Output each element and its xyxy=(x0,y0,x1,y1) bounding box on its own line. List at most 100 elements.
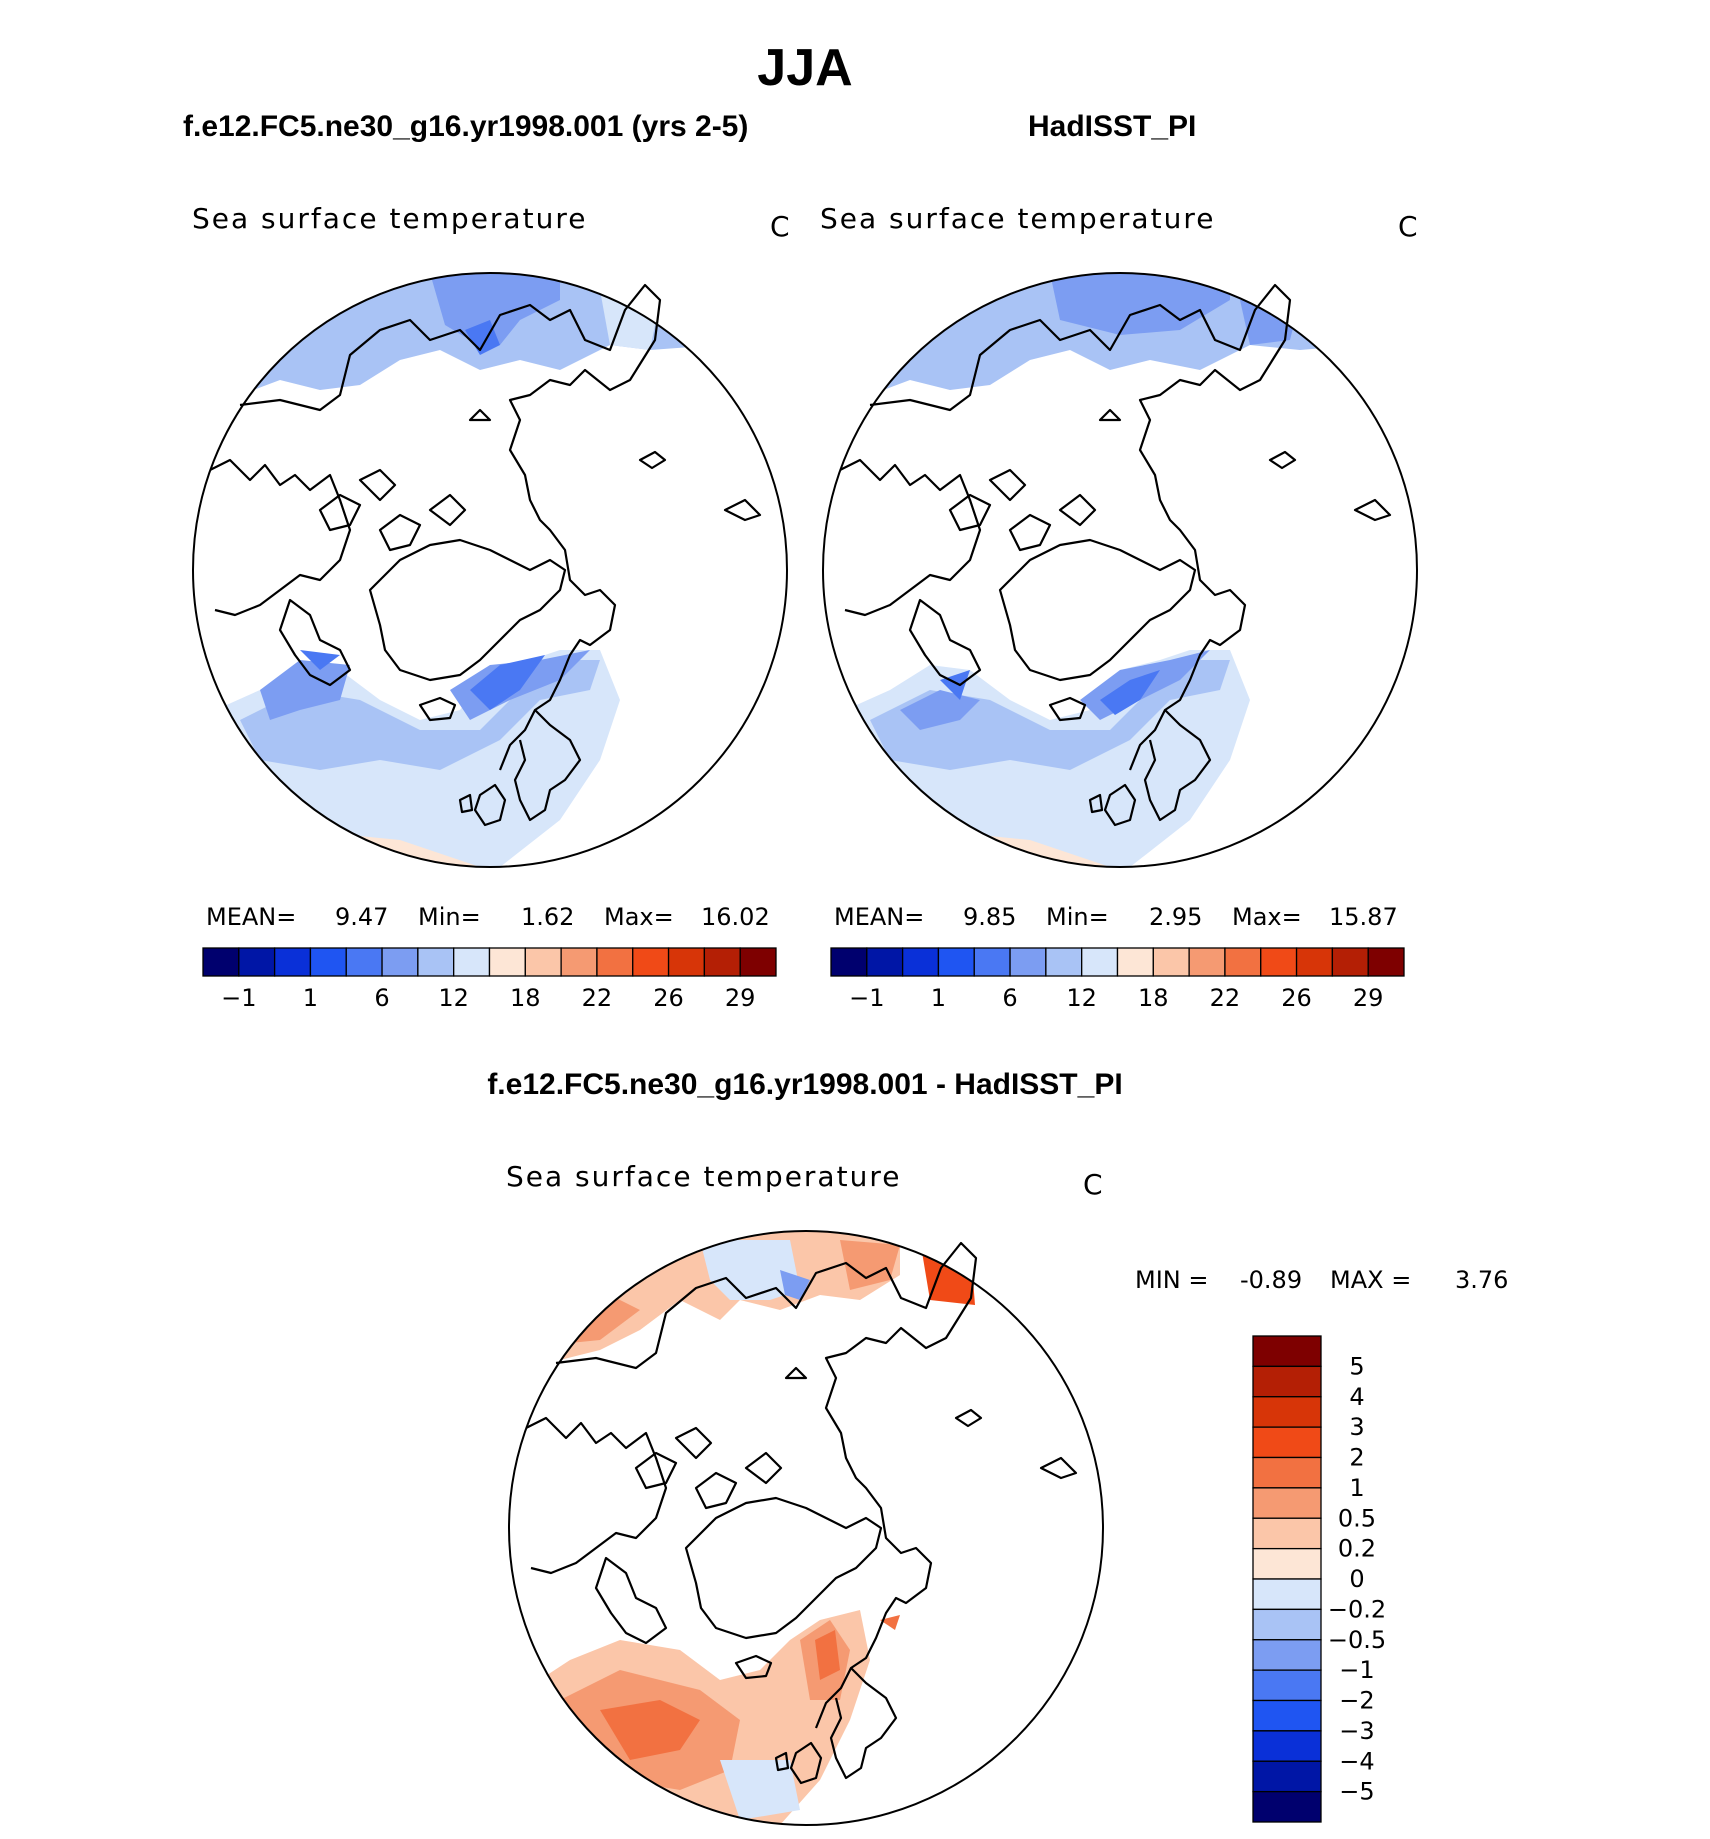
colorbar-swatch xyxy=(1252,1456,1322,1489)
colorbar-tick-label: 6 xyxy=(1002,984,1017,1012)
colorbar-swatch xyxy=(202,947,240,977)
difference-title: f.e12.FC5.ne30_g16.yr1998.001 - HadISST_… xyxy=(487,1068,1123,1101)
colorbar-swatch xyxy=(1252,1517,1322,1550)
colorbar-swatch xyxy=(1252,1699,1322,1732)
mean-value-observed: 9.85 xyxy=(963,903,1017,931)
min-label-observed: Min= xyxy=(1046,903,1109,931)
colorbar-tick-label: 1 xyxy=(1349,1474,1364,1502)
colorbar-tick-label: 0.2 xyxy=(1338,1535,1376,1563)
max-label-observed: Max= xyxy=(1232,903,1302,931)
mean-label-observed: MEAN= xyxy=(834,903,925,931)
min-label-model: Min= xyxy=(418,903,481,931)
colorbar-swatch xyxy=(1252,1790,1322,1823)
colorbar-swatch xyxy=(345,947,383,977)
colorbar-swatch xyxy=(1009,947,1047,977)
colorbar-swatch xyxy=(238,947,276,977)
colorbar-swatch xyxy=(1152,947,1190,977)
colorbar-tick-label: 29 xyxy=(1353,984,1384,1012)
colorbar-swatch xyxy=(901,947,940,977)
colorbar-swatch xyxy=(937,947,975,977)
colorbar-tick-label: 22 xyxy=(1210,984,1241,1012)
colorbar-swatch xyxy=(1252,1396,1322,1428)
units-label-difference: C xyxy=(1083,1168,1103,1201)
colorbar-swatch xyxy=(560,947,598,977)
min-value-model: 1.62 xyxy=(521,903,575,931)
units-label-model: C xyxy=(770,210,790,243)
colorbar-model: −1 1 6 12 18 22 26 29 xyxy=(202,947,777,1012)
page-title: JJA xyxy=(757,39,853,97)
colorbar-swatch xyxy=(632,947,670,977)
max-value-observed: 15.87 xyxy=(1329,903,1398,931)
colorbar-swatch xyxy=(1252,1639,1322,1671)
colorbar-swatch xyxy=(1252,1730,1322,1762)
colorbar-tick-label: −0.2 xyxy=(1328,1595,1386,1623)
max-value-model: 16.02 xyxy=(701,903,770,931)
colorbar-tick-label: 0 xyxy=(1349,1565,1364,1593)
colorbar-swatch xyxy=(1252,1426,1322,1459)
colorbar-swatch xyxy=(453,947,491,977)
colorbar-tick-label: −1 xyxy=(849,984,884,1012)
max-value-difference: 3.76 xyxy=(1455,1266,1509,1294)
colorbar-tick-label: 5 xyxy=(1349,1352,1364,1380)
colorbar-swatch xyxy=(1252,1487,1322,1519)
colorbar-swatch xyxy=(596,947,634,977)
colorbar-swatch xyxy=(1116,947,1154,977)
colorbar-tick-label: 4 xyxy=(1349,1383,1364,1411)
colorbar-tick-label: 26 xyxy=(1281,984,1312,1012)
colorbar-swatch xyxy=(1252,1608,1322,1641)
colorbar-tick-label: 0.5 xyxy=(1338,1504,1376,1532)
colorbar-swatch xyxy=(1252,1760,1322,1793)
colorbar-tick-label: 12 xyxy=(1066,984,1097,1012)
colorbar-swatch xyxy=(866,947,904,977)
colorbar-tick-label: 2 xyxy=(1349,1444,1364,1472)
colorbar-swatch xyxy=(1252,1365,1322,1398)
colorbar-swatch xyxy=(830,947,868,977)
variable-label-model: Sea surface temperature xyxy=(192,202,588,235)
max-label-difference: MAX = xyxy=(1330,1266,1412,1294)
colorbar-tick-label: 6 xyxy=(374,984,389,1012)
mean-value-model: 9.47 xyxy=(335,903,389,931)
min-label-difference: MIN = xyxy=(1135,1266,1209,1294)
colorbar-swatch xyxy=(309,947,347,977)
colorbar-swatch xyxy=(417,947,455,977)
colorbar-swatch xyxy=(739,947,777,977)
colorbar-tick-label: −3 xyxy=(1339,1717,1374,1745)
colorbar-swatch xyxy=(1331,947,1369,977)
colorbar-swatch xyxy=(488,947,526,977)
mean-label-model: MEAN= xyxy=(206,903,297,931)
min-value-difference: -0.89 xyxy=(1240,1266,1303,1294)
units-label-observed: C xyxy=(1398,210,1418,243)
colorbar-swatch xyxy=(273,947,312,977)
colorbar-observed: −1 1 6 12 18 22 26 29 xyxy=(830,947,1405,1012)
colorbar-tick-label: 26 xyxy=(653,984,684,1012)
colorbar-tick-label: −0.5 xyxy=(1328,1626,1386,1654)
colorbar-swatch xyxy=(1081,947,1119,977)
map-panel-observed xyxy=(822,272,1418,868)
colorbar-tick-label: 3 xyxy=(1349,1413,1364,1441)
colorbar-swatch xyxy=(1224,947,1262,977)
colorbar-tick-label: 18 xyxy=(1138,984,1169,1012)
colorbar-tick-label: 12 xyxy=(438,984,469,1012)
colorbar-swatch xyxy=(1252,1335,1322,1368)
colorbar-tick-label: 1 xyxy=(931,984,946,1012)
colorbar-tick-label: −1 xyxy=(221,984,256,1012)
colorbar-tick-label: 18 xyxy=(510,984,541,1012)
colorbar-swatch xyxy=(973,947,1011,977)
colorbar-swatch xyxy=(703,947,741,977)
colorbar-tick-label: −2 xyxy=(1339,1687,1374,1715)
panel-title-observed: HadISST_PI xyxy=(1028,110,1197,143)
variable-label-difference: Sea surface temperature xyxy=(506,1160,902,1193)
colorbar-tick-label: −1 xyxy=(1339,1656,1374,1684)
colorbar-swatch xyxy=(1188,947,1226,977)
colorbar-swatch xyxy=(667,947,706,977)
colorbar-swatch xyxy=(1045,947,1083,977)
colorbar-swatch xyxy=(1295,947,1334,977)
colorbar-tick-label: 1 xyxy=(303,984,318,1012)
colorbar-swatch xyxy=(381,947,419,977)
colorbar-swatch xyxy=(1252,1578,1322,1611)
min-value-observed: 2.95 xyxy=(1149,903,1203,931)
colorbar-tick-label: 22 xyxy=(582,984,613,1012)
colorbar-tick-label: −5 xyxy=(1339,1778,1374,1806)
colorbar-swatch xyxy=(1252,1669,1322,1702)
